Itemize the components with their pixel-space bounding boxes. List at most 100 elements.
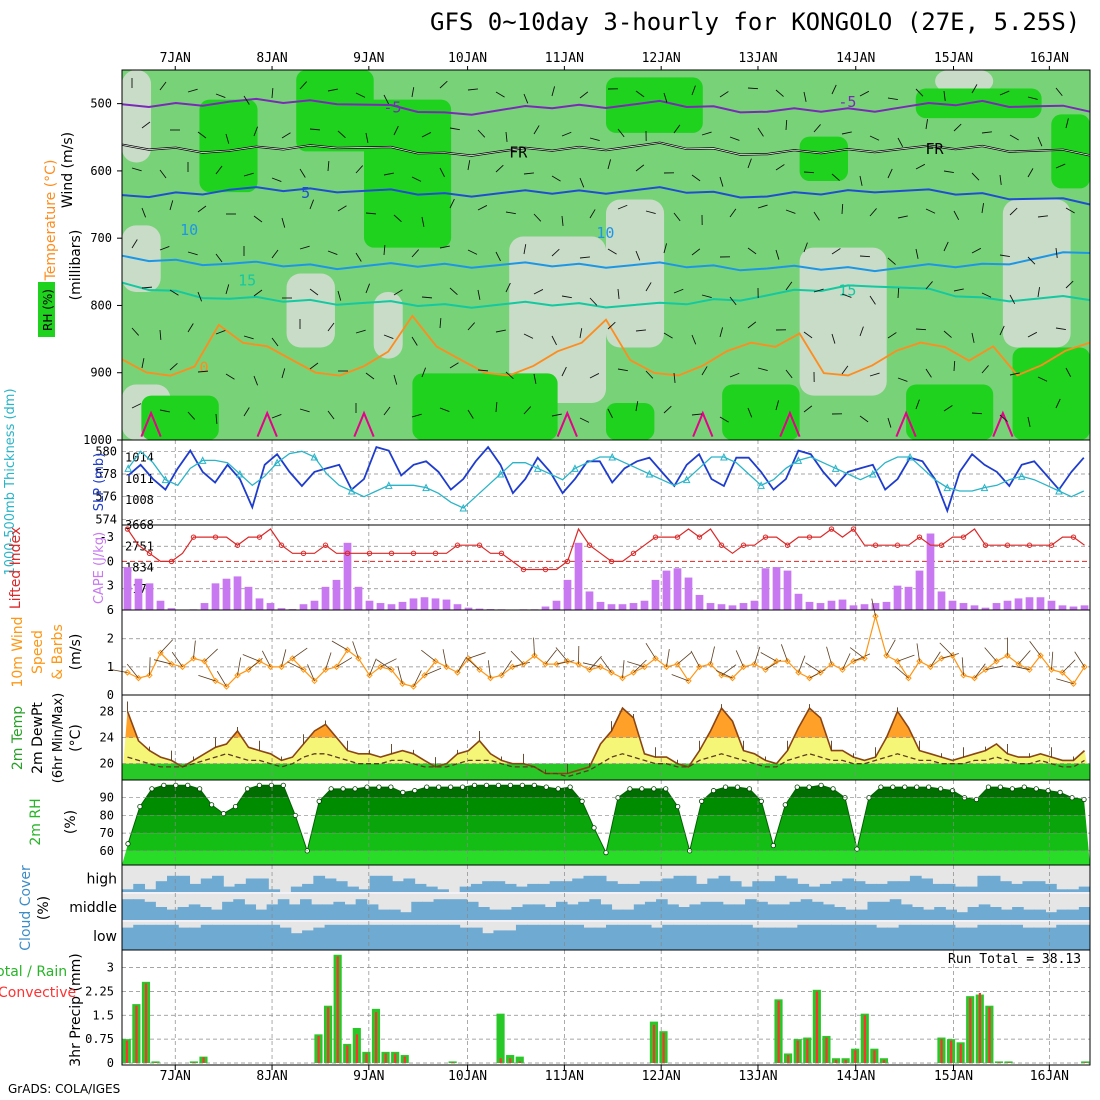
wind-barb	[421, 132, 432, 138]
lifted-index-point	[740, 542, 747, 548]
wind-barb	[1055, 87, 1063, 97]
wind-barb	[999, 254, 1010, 258]
lifted-index-point	[1004, 542, 1011, 548]
wind-barb	[421, 296, 433, 299]
wind-barb	[271, 413, 282, 419]
rh2m-point	[232, 803, 239, 810]
wind-barb-10m	[930, 651, 941, 668]
cape-bar	[915, 570, 924, 610]
wind-barb	[355, 252, 362, 262]
wind-barb	[421, 216, 425, 227]
rh2m-point	[938, 786, 944, 792]
wind-barb	[691, 413, 702, 416]
cape-bar	[651, 579, 660, 610]
wind-speed-point	[1004, 652, 1011, 659]
cc-bar	[684, 924, 697, 950]
thickness-point	[198, 456, 207, 464]
rh2m-point	[997, 784, 1003, 790]
wind-barb-10m	[809, 669, 826, 679]
wind-barb	[691, 248, 701, 256]
wind-speed-point	[190, 655, 197, 662]
cape-bar	[365, 600, 374, 610]
ua-legend-rh-swatch	[38, 282, 55, 337]
lifted-index-point	[520, 566, 527, 573]
cc-bar	[999, 881, 1012, 892]
rh2m-point	[448, 784, 454, 790]
wind-speed-point	[1070, 680, 1077, 687]
wind-barb-10m	[633, 659, 647, 673]
rh2m-point	[137, 803, 143, 810]
top-day-label-2: 9JAN	[353, 51, 384, 66]
cc-bar	[1067, 889, 1080, 892]
ua-ytick-label-4: 900	[90, 366, 112, 380]
precip-run-total: Run Total = 38.13	[948, 952, 1082, 967]
lifted-index-point	[168, 558, 175, 565]
wind-barb-10m	[1029, 640, 1041, 656]
cc-bar	[527, 883, 539, 892]
wind-barb	[953, 123, 962, 132]
wind-barb	[775, 89, 784, 97]
lifted-index-point	[608, 558, 615, 565]
wind-barb	[1027, 331, 1038, 338]
wind-barb	[719, 91, 729, 98]
wind-barb-10m	[457, 656, 467, 673]
wind-speed-point	[806, 674, 813, 682]
wind-barb	[869, 295, 876, 305]
cc-bar	[583, 875, 596, 892]
wind-barb	[607, 159, 612, 170]
wind-barb	[757, 367, 768, 372]
cc-bar	[560, 924, 573, 950]
cc-bar	[945, 909, 957, 920]
rh2m-point	[149, 786, 155, 792]
thickness-point	[422, 483, 430, 492]
cc-bar	[831, 881, 843, 892]
cc-bar	[808, 886, 821, 892]
cc-bar	[876, 927, 888, 950]
wind-barb	[533, 125, 540, 135]
thickness-frame	[121, 439, 1091, 526]
wind-barb	[719, 176, 724, 187]
isotherm-25-7	[992, 410, 1014, 438]
wind-barb	[775, 400, 780, 411]
contour-label-1: FR	[509, 143, 528, 161]
wind-barb-10m	[193, 640, 196, 659]
cc-bar	[778, 904, 791, 920]
wind-barb	[803, 171, 815, 174]
wind-barb	[523, 406, 532, 415]
cc-bar	[617, 883, 630, 892]
top-day-label-3: 10JAN	[448, 51, 487, 66]
bottom-day-label-5: 12JAN	[642, 1069, 681, 1084]
rh-moist-region-7	[722, 384, 800, 440]
lifted-index-point	[454, 542, 461, 548]
wind-barb-10m	[897, 654, 915, 662]
cc-bar	[166, 909, 179, 920]
cc-bar	[189, 883, 202, 892]
wind-speed-point	[674, 660, 681, 668]
precip-convective-bar	[777, 1000, 780, 1063]
lifted-index-point	[674, 534, 681, 540]
rh2m-point	[699, 798, 705, 804]
wind-frame	[121, 609, 1091, 696]
cc-bar	[842, 878, 855, 892]
wind-speed-point	[278, 663, 285, 671]
cc-bar	[335, 924, 348, 950]
precip-convective-bar	[978, 992, 981, 1063]
wind-barb	[505, 131, 508, 142]
isotherm-25-0	[140, 410, 162, 438]
wind-barb-10m	[352, 641, 359, 659]
rh2m-point	[794, 784, 800, 790]
wind-barb	[617, 368, 628, 372]
precip-total-bar	[189, 1061, 198, 1063]
thickness-point	[161, 475, 170, 484]
cc-bar	[1067, 909, 1080, 920]
cape-bar	[783, 570, 792, 610]
precip-convective-bar	[144, 983, 148, 1063]
precip-convective-bar	[950, 1040, 953, 1063]
cape-bar	[442, 599, 451, 610]
precip-convective-bar	[365, 1053, 368, 1063]
wind-barb-10m	[248, 658, 263, 670]
precip-total-bar	[994, 1061, 1004, 1063]
wind-barb	[281, 368, 286, 379]
cc-ylabel-1: Cloud Cover	[18, 865, 34, 951]
cc-bar	[718, 875, 731, 892]
